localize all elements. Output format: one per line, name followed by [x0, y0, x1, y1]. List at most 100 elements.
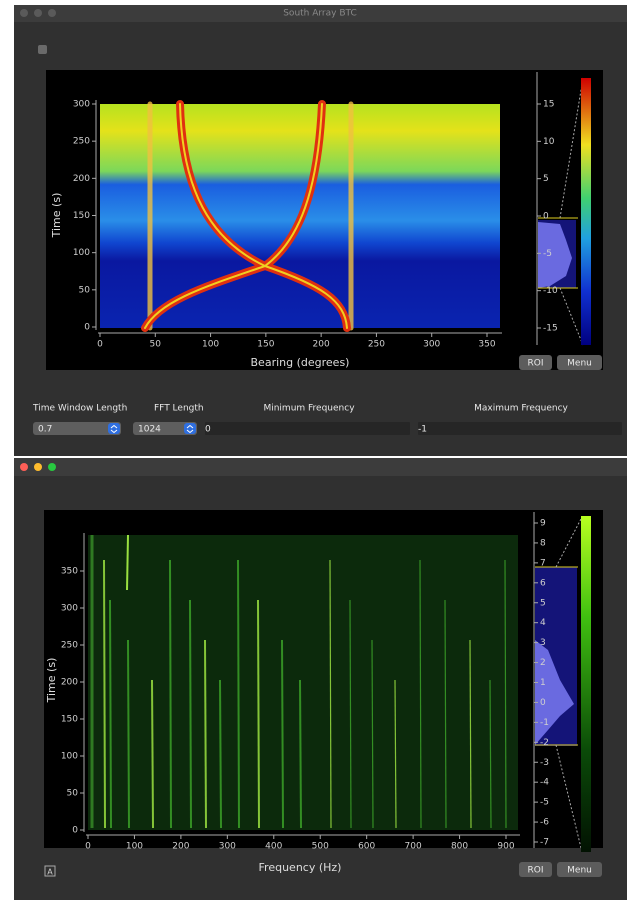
- histogram-tick-label: -3: [540, 758, 549, 768]
- histogram-tick-label: 7: [540, 558, 546, 568]
- y-axis-label: Time (s): [45, 658, 58, 704]
- control-label: FFT Length: [154, 404, 204, 414]
- stripe: [126, 534, 129, 591]
- histogram-tick-label: 3: [540, 638, 546, 648]
- y-tick-label: 50: [67, 789, 79, 799]
- y-tick-label: 150: [73, 211, 90, 221]
- x-tick-label: 0: [97, 340, 103, 350]
- stripe: [329, 559, 332, 829]
- stripe: [489, 679, 492, 829]
- window-button[interactable]: [34, 9, 42, 17]
- x-tick-label: 200: [313, 340, 330, 350]
- combo-box[interactable]: [33, 422, 121, 435]
- button[interactable]: [557, 862, 602, 877]
- x-tick-label: 300: [219, 842, 236, 852]
- y-tick-label: 250: [73, 137, 90, 147]
- y-tick-label: 150: [61, 715, 78, 725]
- auto-range-button[interactable]: [44, 865, 56, 877]
- histogram-tick-label: 9: [540, 519, 546, 529]
- y-tick-label: 250: [61, 641, 78, 651]
- title-bar: [14, 458, 627, 476]
- x-tick-label: 150: [257, 340, 274, 350]
- histogram-tick-label: 10: [543, 137, 555, 147]
- stripe: [151, 679, 154, 829]
- y-tick-label: 300: [73, 100, 90, 110]
- control-value: 0.7: [38, 425, 52, 435]
- stripe: [237, 559, 240, 829]
- stripe: [469, 639, 472, 829]
- x-tick-label: 800: [451, 842, 468, 852]
- histogram-tick-label: 15: [543, 100, 554, 110]
- colorbar: [581, 516, 591, 852]
- button-label: ROI: [528, 359, 544, 369]
- histogram-tick-label: -10: [543, 286, 558, 296]
- window-title: South Array BTC: [283, 9, 357, 19]
- histogram-tick-label: 5: [543, 174, 549, 184]
- histogram-tick-label: -15: [543, 324, 558, 334]
- text-field[interactable]: [205, 422, 410, 435]
- histogram-tick-label: 8: [540, 538, 546, 548]
- stripe: [219, 679, 222, 829]
- stripe: [103, 559, 106, 829]
- stripe: [299, 679, 302, 829]
- button-label: ROI: [528, 866, 544, 876]
- control-label: Minimum Frequency: [263, 404, 355, 414]
- zoom-button[interactable]: [48, 463, 56, 471]
- button-label: Menu: [567, 866, 592, 876]
- stripe: [109, 599, 112, 829]
- combo-arrow[interactable]: [184, 423, 196, 434]
- x-axis-label: Frequency (Hz): [259, 861, 342, 874]
- window-button[interactable]: [20, 9, 28, 17]
- histogram-tick-label: 2: [540, 658, 546, 668]
- x-tick-label: 600: [358, 842, 375, 852]
- checkbox[interactable]: [38, 45, 47, 54]
- histogram-tick-label: 0: [540, 698, 546, 708]
- combo-arrow[interactable]: [108, 423, 120, 434]
- stripe: [444, 599, 447, 829]
- control-label: Time Window Length: [32, 404, 127, 414]
- histogram-tick-label: -5: [540, 798, 549, 808]
- auto-range-label: A: [47, 868, 53, 877]
- stripe: [189, 599, 192, 829]
- histogram-tick-label: -7: [540, 838, 549, 848]
- stripe: [371, 639, 374, 829]
- x-tick-label: 0: [85, 842, 91, 852]
- button[interactable]: [519, 862, 552, 877]
- close-button[interactable]: [20, 463, 28, 471]
- histogram-tick-label: -5: [543, 249, 552, 259]
- histogram-tick-label: 4: [540, 618, 546, 628]
- x-tick-label: 100: [126, 842, 143, 852]
- spectrogram-lines: [90, 534, 507, 829]
- histogram-tick-label: 6: [540, 578, 546, 588]
- level-guide: [555, 516, 583, 853]
- x-tick-label: 250: [368, 340, 385, 350]
- x-tick-label: 100: [202, 340, 219, 350]
- x-tick-label: 700: [405, 842, 422, 852]
- histogram-tick-label: -6: [540, 818, 549, 828]
- histogram-tick-label: -1: [540, 718, 549, 728]
- combo-chevron: [110, 424, 118, 434]
- x-tick-label: 350: [478, 340, 495, 350]
- y-tick-label: 0: [84, 323, 90, 333]
- control-value: -1: [418, 425, 427, 435]
- text-field[interactable]: [418, 422, 622, 435]
- minimize-button[interactable]: [34, 463, 42, 471]
- colorbar: [581, 78, 591, 345]
- x-tick-label: 400: [265, 842, 282, 852]
- window-button[interactable]: [48, 9, 56, 17]
- x-tick-label: 50: [150, 340, 162, 350]
- y-tick-label: 0: [72, 826, 78, 836]
- histogram-tick-label: -4: [540, 778, 549, 788]
- stripe: [504, 559, 507, 829]
- stripe: [281, 639, 284, 829]
- combo-box[interactable]: [133, 422, 197, 435]
- button[interactable]: [519, 355, 552, 370]
- control-value: 1024: [138, 425, 161, 435]
- stripe: [257, 599, 260, 829]
- histogram-tick-label: -2: [540, 738, 549, 748]
- control-label: Maximum Frequency: [474, 404, 568, 414]
- spectrogram-curves: [141, 100, 354, 332]
- button[interactable]: [557, 355, 602, 370]
- y-tick-label: 50: [79, 285, 91, 295]
